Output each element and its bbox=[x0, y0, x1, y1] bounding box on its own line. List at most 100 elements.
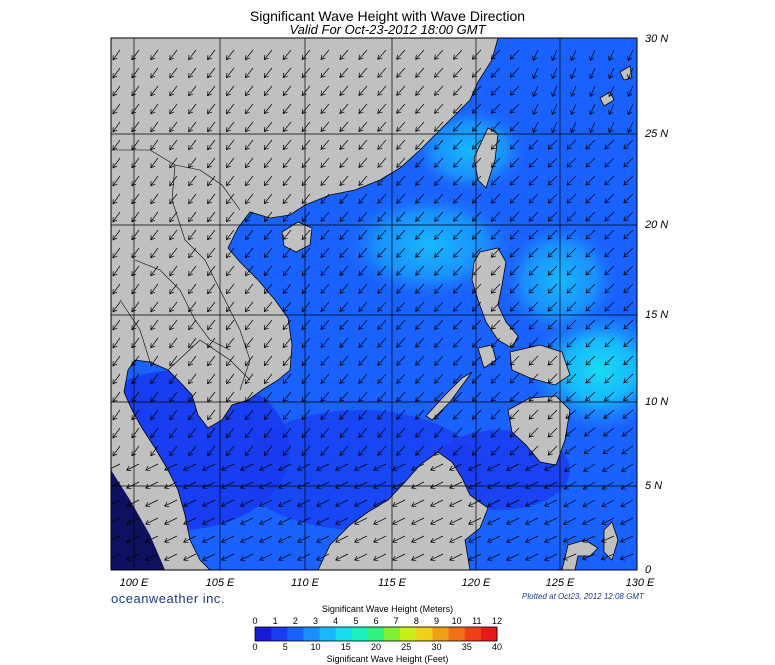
wave-arrow bbox=[221, 481, 235, 489]
wave-arrow bbox=[226, 85, 235, 97]
wave-arrow bbox=[449, 499, 463, 507]
wave-arrow bbox=[490, 301, 501, 312]
wave-arrow bbox=[221, 535, 235, 543]
wave-arrow bbox=[434, 121, 444, 132]
colorbar-title-meters: Significant Wave Height (Meters) bbox=[321, 604, 454, 614]
wave-arrow bbox=[263, 319, 273, 331]
wave-arrow bbox=[188, 427, 197, 439]
wave-arrow bbox=[169, 445, 178, 457]
wave-arrow bbox=[126, 535, 140, 543]
wave-arrow bbox=[112, 121, 121, 133]
wave-arrow bbox=[415, 265, 425, 276]
wave-arrow bbox=[392, 463, 406, 471]
wave-arrow bbox=[547, 139, 558, 150]
wave-arrow bbox=[471, 337, 482, 348]
wave-arrow bbox=[339, 265, 349, 277]
wave-arrow bbox=[415, 175, 425, 186]
wave-arrow bbox=[551, 103, 558, 116]
wave-arrow bbox=[453, 175, 463, 186]
wave-arrow bbox=[244, 247, 254, 259]
wave-arrow bbox=[564, 445, 577, 455]
wave-arrow bbox=[111, 553, 121, 561]
wave-arrow bbox=[301, 355, 311, 367]
wave-arrow bbox=[604, 139, 615, 150]
wave-arrow bbox=[490, 355, 501, 366]
wave-arrow bbox=[164, 499, 178, 507]
wave-arrow bbox=[602, 445, 615, 455]
wave-arrow bbox=[600, 535, 615, 543]
wave-arrow bbox=[316, 535, 330, 543]
wave-arrow bbox=[112, 139, 121, 151]
wave-arrow bbox=[396, 49, 406, 60]
wave-arrow bbox=[506, 553, 520, 561]
wave-arrow bbox=[525, 481, 539, 489]
wave-arrow bbox=[471, 373, 482, 384]
wave-arrow bbox=[297, 553, 311, 561]
wave-arrow bbox=[259, 517, 273, 525]
colorbar-tick-meters: 12 bbox=[491, 616, 502, 626]
wave-arrow bbox=[589, 103, 596, 116]
wave-arrow bbox=[339, 355, 349, 367]
wave-arrow bbox=[131, 211, 140, 223]
wave-arrow bbox=[183, 535, 197, 543]
wave-arrow bbox=[377, 301, 387, 312]
wave-arrow bbox=[207, 157, 216, 169]
wave-arrow bbox=[396, 301, 406, 312]
wave-arrow bbox=[490, 445, 501, 456]
wave-arrow bbox=[112, 175, 121, 187]
wave-arrow bbox=[339, 283, 349, 295]
wave-arrow bbox=[392, 499, 406, 507]
wave-arrow bbox=[544, 463, 558, 471]
wave-arrow bbox=[528, 193, 539, 204]
wave-arrow bbox=[471, 103, 482, 114]
colorbar-tick-feet: 25 bbox=[401, 642, 412, 652]
wave-arrow bbox=[490, 67, 501, 78]
wave-arrow bbox=[627, 49, 634, 62]
wave-arrow bbox=[532, 121, 539, 134]
wave-arrow bbox=[339, 211, 349, 223]
wave-arrow bbox=[582, 517, 596, 525]
wave-arrow bbox=[585, 193, 596, 204]
wave-arrow bbox=[453, 67, 463, 78]
wave-arrow bbox=[509, 139, 520, 150]
wave-arrow bbox=[449, 553, 463, 561]
wave-arrow bbox=[377, 103, 387, 114]
wave-arrow bbox=[509, 373, 520, 384]
wave-arrow bbox=[207, 175, 216, 187]
wave-arrow bbox=[551, 121, 558, 134]
wave-arrow bbox=[434, 103, 444, 114]
wave-arrow bbox=[509, 247, 520, 258]
colorbar-swatch bbox=[384, 627, 401, 641]
wave-arrow bbox=[301, 337, 311, 349]
wave-arrow bbox=[183, 481, 197, 489]
colorbar-swatch bbox=[271, 627, 288, 641]
colorbar-tick-meters: 11 bbox=[472, 616, 482, 626]
wave-arrow bbox=[528, 301, 539, 312]
wave-arrow bbox=[164, 463, 178, 471]
wave-arrow bbox=[415, 337, 425, 348]
wave-arrow bbox=[320, 409, 330, 421]
wave-arrow bbox=[603, 409, 615, 419]
wave-arrow bbox=[547, 445, 558, 456]
wave-arrow bbox=[623, 337, 634, 348]
wave-arrow bbox=[570, 121, 577, 134]
wave-arrow bbox=[169, 103, 178, 115]
colorbar-swatch bbox=[367, 627, 385, 641]
wave-arrow bbox=[621, 445, 634, 455]
wave-arrow bbox=[240, 553, 254, 561]
colorbar-tick-meters: 3 bbox=[312, 616, 318, 626]
wave-arrow bbox=[608, 67, 615, 80]
wave-arrow bbox=[221, 517, 235, 525]
wave-arrow bbox=[490, 157, 501, 168]
wave-arrow bbox=[263, 121, 273, 133]
wave-arrow bbox=[131, 355, 140, 367]
wave-arrow bbox=[112, 85, 121, 97]
wave-arrow bbox=[150, 139, 159, 151]
wave-arrow bbox=[188, 49, 197, 61]
wave-arrow bbox=[244, 373, 254, 385]
wave-arrow bbox=[244, 391, 254, 403]
wave-arrow bbox=[570, 49, 577, 62]
wave-arrow bbox=[608, 85, 615, 98]
wave-arrow bbox=[453, 373, 463, 384]
wave-arrow bbox=[282, 67, 292, 79]
